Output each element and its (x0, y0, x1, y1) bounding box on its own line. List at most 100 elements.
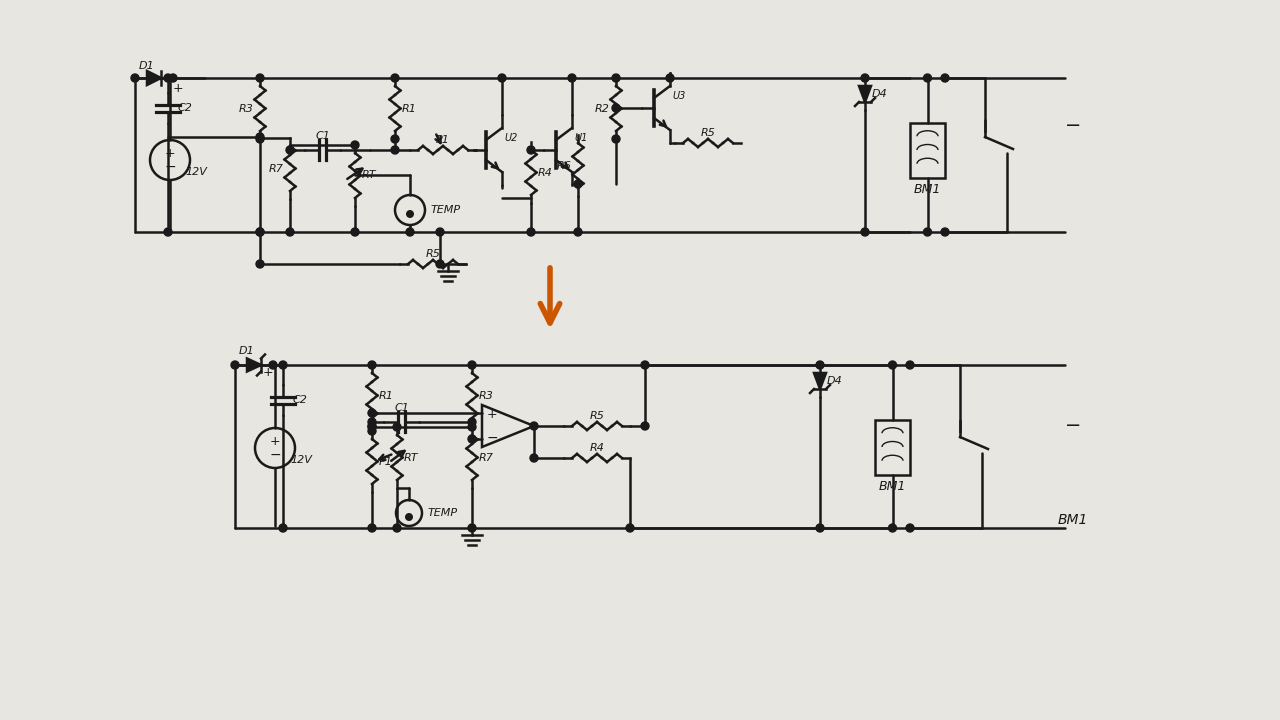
Text: +: + (270, 434, 280, 448)
Circle shape (404, 513, 413, 521)
Text: R7: R7 (269, 163, 283, 174)
Text: −: − (1065, 415, 1082, 434)
Text: C1: C1 (394, 403, 408, 413)
Text: BM1: BM1 (1057, 513, 1088, 527)
Circle shape (527, 146, 535, 154)
Circle shape (941, 74, 948, 82)
Circle shape (906, 524, 914, 532)
Text: D4: D4 (827, 376, 842, 386)
Text: 12V: 12V (186, 167, 207, 177)
Circle shape (131, 74, 140, 82)
Circle shape (390, 74, 399, 82)
Circle shape (861, 74, 869, 82)
Circle shape (369, 422, 376, 430)
Polygon shape (814, 373, 826, 389)
Text: D1: D1 (140, 61, 155, 71)
Circle shape (369, 409, 376, 417)
Circle shape (568, 74, 576, 82)
Text: R1: R1 (379, 390, 393, 400)
Text: R3: R3 (479, 390, 493, 400)
Text: TEMP: TEMP (431, 205, 461, 215)
Text: 12V: 12V (291, 455, 312, 465)
Circle shape (573, 180, 582, 188)
Text: +: + (173, 81, 183, 94)
Circle shape (888, 361, 896, 369)
Circle shape (390, 146, 399, 154)
Text: R5: R5 (425, 249, 440, 259)
Circle shape (498, 74, 506, 82)
Circle shape (612, 104, 620, 112)
Text: U3: U3 (672, 91, 686, 101)
Circle shape (369, 423, 376, 431)
Circle shape (468, 418, 476, 426)
Text: R4: R4 (538, 168, 553, 178)
Text: −: − (164, 160, 175, 174)
Text: +: + (165, 146, 175, 160)
Circle shape (164, 228, 172, 236)
Bar (910, 122, 945, 178)
Text: −: − (486, 431, 498, 445)
Text: RT: RT (403, 452, 419, 462)
Text: D1: D1 (239, 346, 255, 356)
Circle shape (393, 524, 401, 532)
Polygon shape (859, 86, 870, 102)
Circle shape (256, 135, 264, 143)
Circle shape (230, 361, 239, 369)
Circle shape (573, 228, 582, 236)
Circle shape (923, 74, 932, 82)
Circle shape (406, 228, 413, 236)
Circle shape (436, 260, 444, 268)
Text: R4: R4 (590, 443, 604, 453)
Text: −: − (1065, 115, 1082, 135)
Text: C1: C1 (315, 131, 330, 141)
Text: R2: R2 (595, 104, 609, 114)
Circle shape (888, 524, 896, 532)
Text: BM1: BM1 (879, 480, 906, 493)
Text: TEMP: TEMP (428, 508, 458, 518)
Polygon shape (147, 71, 161, 85)
Circle shape (817, 361, 824, 369)
Circle shape (256, 228, 264, 236)
Text: U1: U1 (575, 133, 588, 143)
Circle shape (256, 260, 264, 268)
Circle shape (436, 228, 444, 236)
Circle shape (393, 423, 401, 431)
Circle shape (923, 228, 932, 236)
Circle shape (612, 135, 620, 143)
Text: R5: R5 (700, 128, 716, 138)
Circle shape (468, 361, 476, 369)
Circle shape (285, 146, 294, 154)
Circle shape (351, 141, 358, 149)
Circle shape (641, 361, 649, 369)
Circle shape (641, 422, 649, 430)
Text: RT: RT (362, 171, 376, 181)
Circle shape (941, 228, 948, 236)
Text: −: − (269, 448, 280, 462)
Circle shape (468, 524, 476, 532)
Circle shape (256, 133, 264, 141)
Circle shape (626, 524, 634, 532)
Circle shape (666, 74, 675, 82)
Circle shape (530, 422, 538, 430)
Bar (876, 420, 910, 474)
Text: U2: U2 (504, 133, 517, 143)
Text: BM1: BM1 (914, 183, 941, 196)
Circle shape (164, 74, 172, 82)
Text: R3: R3 (238, 104, 253, 114)
Circle shape (468, 435, 476, 443)
Text: C2: C2 (178, 103, 192, 113)
Text: +: + (486, 408, 498, 420)
Circle shape (256, 228, 264, 236)
Circle shape (369, 524, 376, 532)
Text: R7: R7 (479, 452, 493, 462)
Circle shape (351, 228, 358, 236)
Circle shape (530, 454, 538, 462)
Polygon shape (247, 359, 261, 372)
Circle shape (369, 427, 376, 435)
Circle shape (285, 228, 294, 236)
Circle shape (169, 74, 177, 82)
Circle shape (269, 361, 276, 369)
Text: P1: P1 (379, 456, 393, 467)
Text: D4: D4 (872, 89, 888, 99)
Text: C2: C2 (293, 395, 307, 405)
